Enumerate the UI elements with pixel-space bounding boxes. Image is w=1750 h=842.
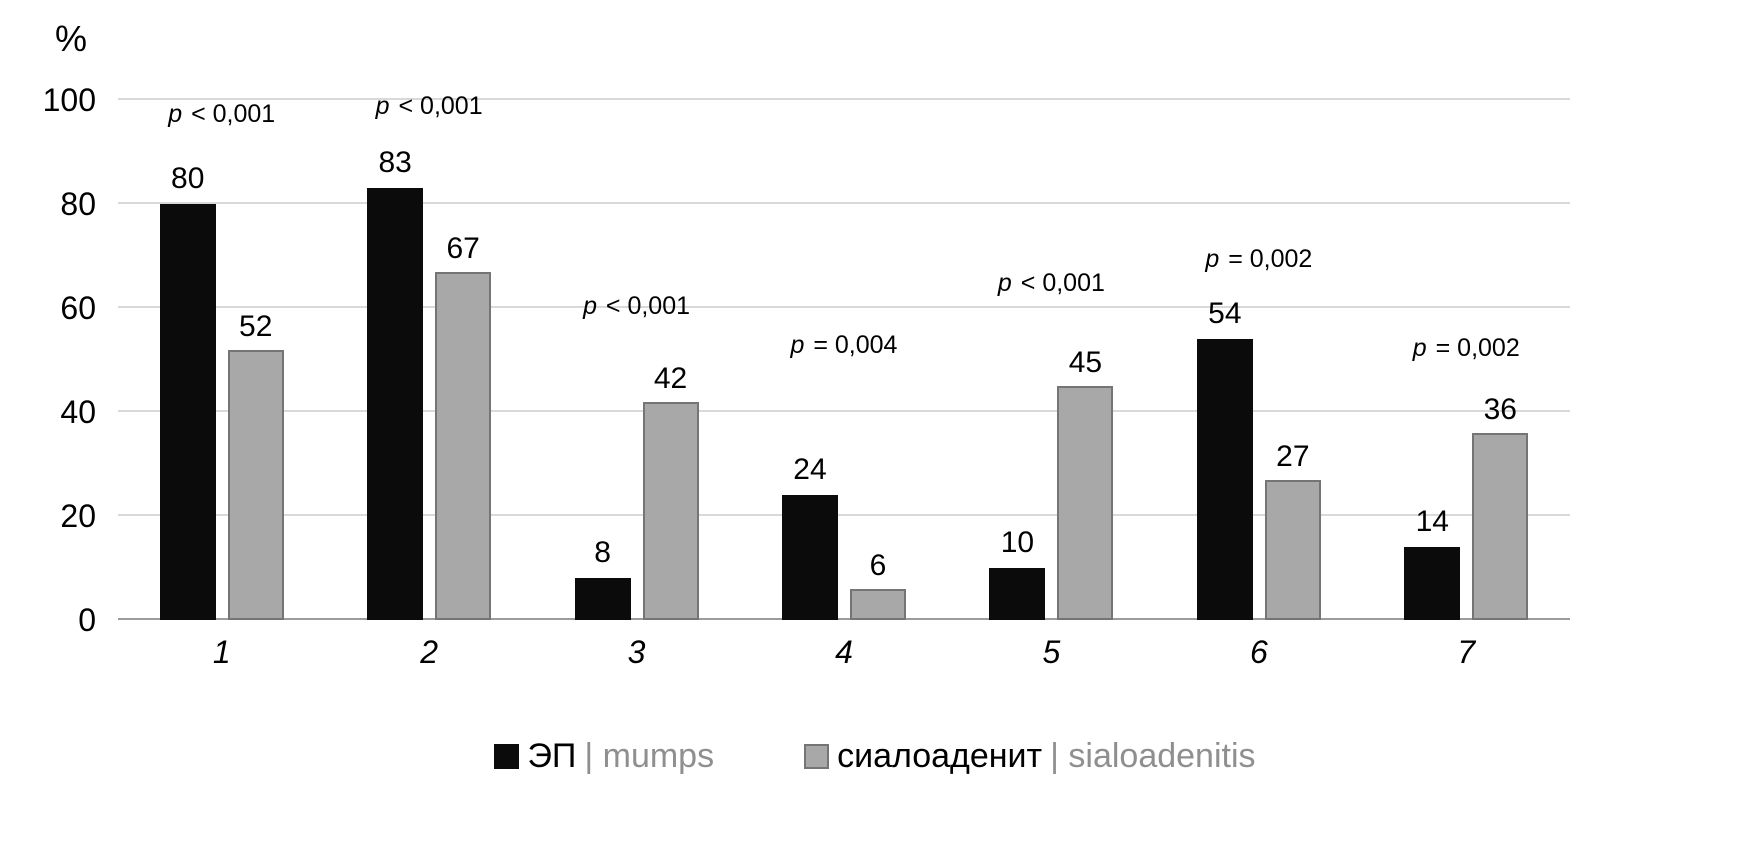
bar-pair-4: 24 6 — [740, 100, 947, 620]
gridline-20 — [118, 514, 1570, 516]
bar-sialoadenitis-1: 52 — [227, 310, 284, 620]
p-value-annotation-5: p < 0,001 — [997, 268, 1105, 297]
bar-value-label-mumps-5: 10 — [1000, 526, 1035, 559]
y-tick-label-100: 100 — [42, 82, 96, 118]
legend-swatch-mumps — [494, 744, 520, 769]
x-category-label-4: 4 — [835, 634, 853, 670]
bar-group-3: 8 42 p < 0,001 3 — [533, 100, 740, 670]
y-tick-label-80: 80 — [60, 186, 96, 222]
bar-value-label-sialoadenitis-5: 45 — [1068, 346, 1103, 379]
p-value-annotation-6: p = 0,002 — [1205, 245, 1313, 274]
bar-pair-1: 80 52 — [118, 100, 325, 620]
legend-label-secondary: | sialoadenitis — [1050, 737, 1256, 775]
legend-swatch-sialoadenitis — [804, 744, 830, 769]
bar-value-label-sialoadenitis-3: 42 — [653, 361, 688, 395]
p-value-annotation-1: p < 0,001 — [168, 99, 276, 128]
y-axis-unit-label: % — [55, 18, 88, 59]
bar-value-label-sialoadenitis-7: 36 — [1483, 392, 1517, 426]
bar-mumps-3: 8 — [574, 536, 631, 620]
p-value-annotation-7: p = 0,002 — [1412, 333, 1520, 362]
bar-pair-3: 8 42 — [533, 100, 740, 620]
bar-value-label-sialoadenitis-6: 27 — [1276, 439, 1310, 473]
bar-value-label-sialoadenitis-1: 52 — [239, 309, 273, 343]
legend-item-mumps: ЭП | mumps — [494, 737, 714, 776]
legend-item-sialoadenitis: сиалоаденит | sialoadenitis — [804, 737, 1256, 776]
y-tick-label-40: 40 — [60, 394, 96, 430]
bar-sialoadenitis-5: 45 — [1057, 346, 1114, 620]
bar-value-label-mumps-1: 80 — [171, 162, 205, 195]
bar-mumps-5: 10 — [989, 526, 1046, 620]
y-tick-label-60: 60 — [60, 290, 96, 326]
gridline-100 — [118, 98, 1570, 100]
legend: ЭП | mumps сиалоаденит | sialoadenitis — [0, 737, 1750, 776]
x-category-label-3: 3 — [627, 634, 646, 670]
x-category-label-7: 7 — [1457, 634, 1476, 670]
bar-sialoadenitis-7: 36 — [1472, 393, 1529, 620]
bar-mumps-4: 24 — [781, 453, 838, 620]
gridline-80 — [118, 202, 1570, 204]
bar-group-2: 83 67 p < 0,001 2 — [325, 92, 532, 670]
x-category-label-6: 6 — [1249, 634, 1268, 670]
p-value-annotation-2: p < 0,001 — [375, 91, 483, 120]
bar-mumps-1: 80 — [159, 162, 216, 620]
bar-value-label-mumps-6: 54 — [1208, 297, 1242, 331]
bar-sialoadenitis-4: 6 — [849, 549, 906, 620]
x-category-label-2: 2 — [420, 634, 439, 670]
bar-group-6: 54 27 p = 0,002 6 — [1155, 100, 1362, 670]
bar-group-7: 14 36 p = 0,002 7 — [1363, 100, 1570, 670]
legend-label-secondary: | mumps — [584, 737, 715, 775]
bar-value-label-sialoadenitis-4: 6 — [869, 548, 887, 582]
bar-value-label-mumps-7: 14 — [1415, 505, 1449, 539]
x-axis-line — [118, 618, 1570, 620]
bar-pair-2: 83 67 — [325, 100, 532, 620]
bar-sialoadenitis-6: 27 — [1264, 440, 1321, 620]
legend-label-primary: сиалоаденит — [837, 737, 1043, 775]
y-tick-label-20: 20 — [60, 498, 96, 534]
bar-group-4: 24 6 p = 0,004 4 — [740, 100, 947, 670]
y-tick-label-0: 0 — [78, 602, 96, 638]
bar-value-label-mumps-4: 24 — [793, 453, 827, 487]
bar-value-label-mumps-3: 8 — [594, 536, 611, 570]
gridline-60 — [118, 306, 1570, 308]
x-category-label-5: 5 — [1042, 634, 1061, 670]
bar-sialoadenitis-3: 42 — [642, 362, 699, 620]
gridline-40 — [118, 410, 1570, 412]
bar-mumps-6: 54 — [1196, 297, 1253, 620]
x-category-label-1: 1 — [212, 634, 231, 670]
p-value-annotation-3: p < 0,001 — [583, 292, 691, 320]
bar-pair-7: 14 36 — [1363, 100, 1570, 620]
bar-value-label-sialoadenitis-2: 67 — [446, 231, 480, 265]
plot-area: 0 20 40 60 80 100 80 52 p < 0,001 1 83 67 p < 0,001 2… — [43, 84, 1570, 670]
bar-sialoadenitis-2: 67 — [435, 232, 492, 620]
bar-value-label-mumps-2: 83 — [378, 146, 412, 180]
bar-mumps-2: 83 — [367, 146, 424, 620]
bar-mumps-7: 14 — [1404, 505, 1461, 620]
legend-label-primary: ЭП — [527, 737, 577, 775]
bar-group-1: 80 52 p < 0,001 1 — [118, 99, 325, 670]
p-value-annotation-4: p = 0,004 — [790, 331, 898, 359]
bar-pair-6: 54 27 — [1155, 100, 1362, 620]
bar-pair-5: 10 45 — [948, 100, 1155, 620]
bar-group-5: 10 45 p < 0,001 5 — [948, 100, 1155, 670]
